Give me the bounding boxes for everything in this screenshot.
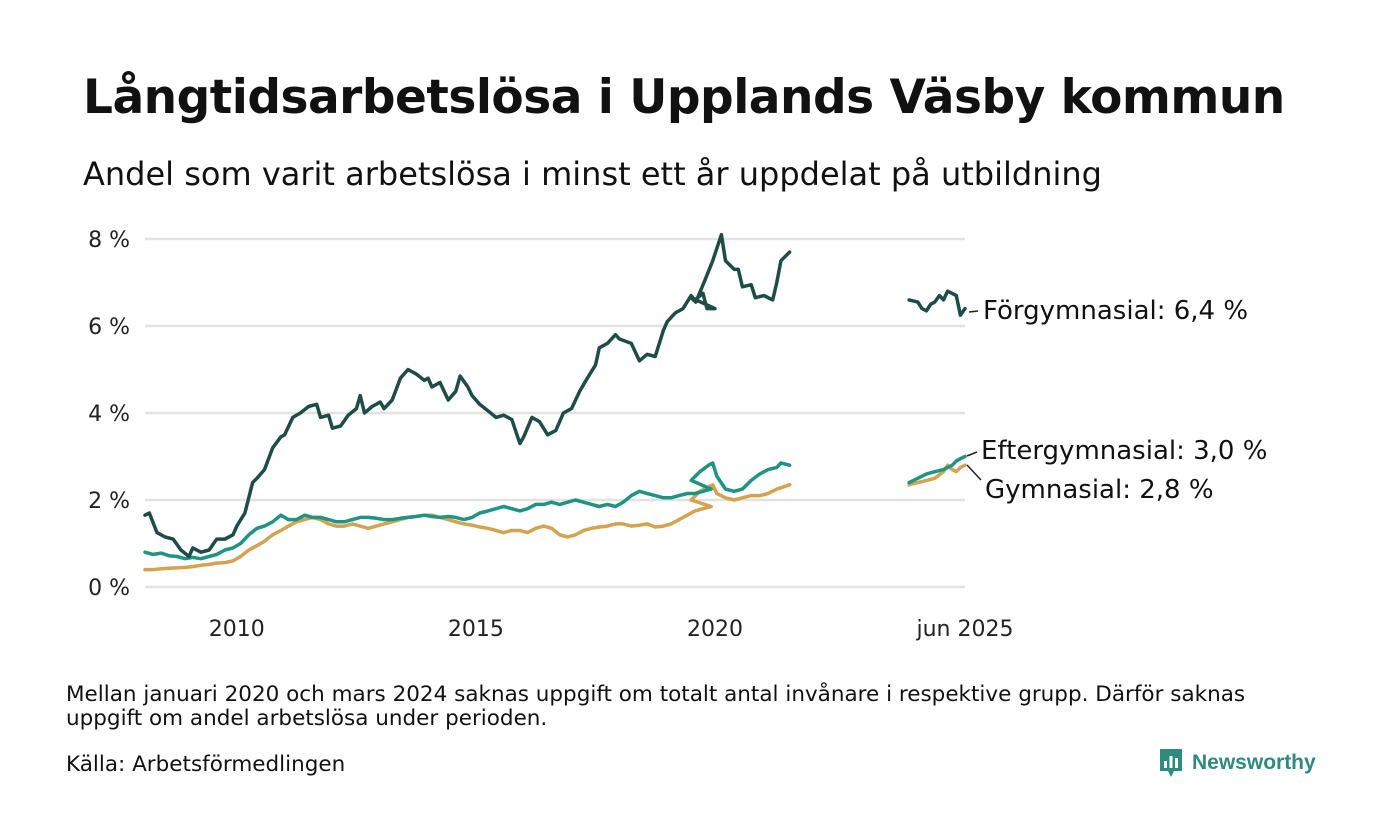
series-line-0-segment-0 [143,232,792,559]
series-line-2-segment-1 [907,463,967,487]
y-tick-label-3: 6 % [88,315,130,340]
chart-subtitle: Andel som varit arbetslösa i minst ett å… [83,155,1102,193]
x-tick-label-2: 2020 [687,617,743,642]
x-tick-label-3: jun 2025 [916,617,1014,642]
series-line-1-segment-1 [907,454,967,485]
brand-name: Newsworthy [1192,751,1316,774]
label-leader-2 [966,464,982,481]
label-leader-0 [968,310,979,313]
series-end-label-1: Eftergymnasial: 3,0 % [981,436,1267,466]
label-leader-1 [966,451,978,457]
y-tick-label-0: 0 % [88,576,130,601]
series-line-0-segment-1 [907,289,967,317]
newsworthy-logo: Newsworthy [1158,747,1316,779]
series-end-label-2: Gymnasial: 2,8 % [985,475,1214,505]
x-tick-label-1: 2015 [448,617,504,642]
source-credit: Källa: Arbetsförmedlingen [66,752,346,777]
x-tick-label-0: 2010 [209,617,265,642]
footnote: Mellan januari 2020 och mars 2024 saknas… [66,682,1246,731]
series-end-label-0: Förgymnasial: 6,4 % [983,296,1248,326]
series-line-2-segment-0 [143,483,792,572]
y-tick-label-4: 8 % [88,228,130,253]
y-tick-label-2: 4 % [88,402,130,427]
series-line-1-segment-0 [143,461,792,561]
line-chart: 0 % 2 % 4 % 6 % 8 % 2010 2015 2020 jun 2025 Förgy… [88,228,1267,642]
chart-title: Långtidsarbetslösa i Upplands Väsby komm… [83,70,1285,125]
y-tick-label-1: 2 % [88,489,130,514]
newsworthy-logo-icon [1160,749,1182,777]
